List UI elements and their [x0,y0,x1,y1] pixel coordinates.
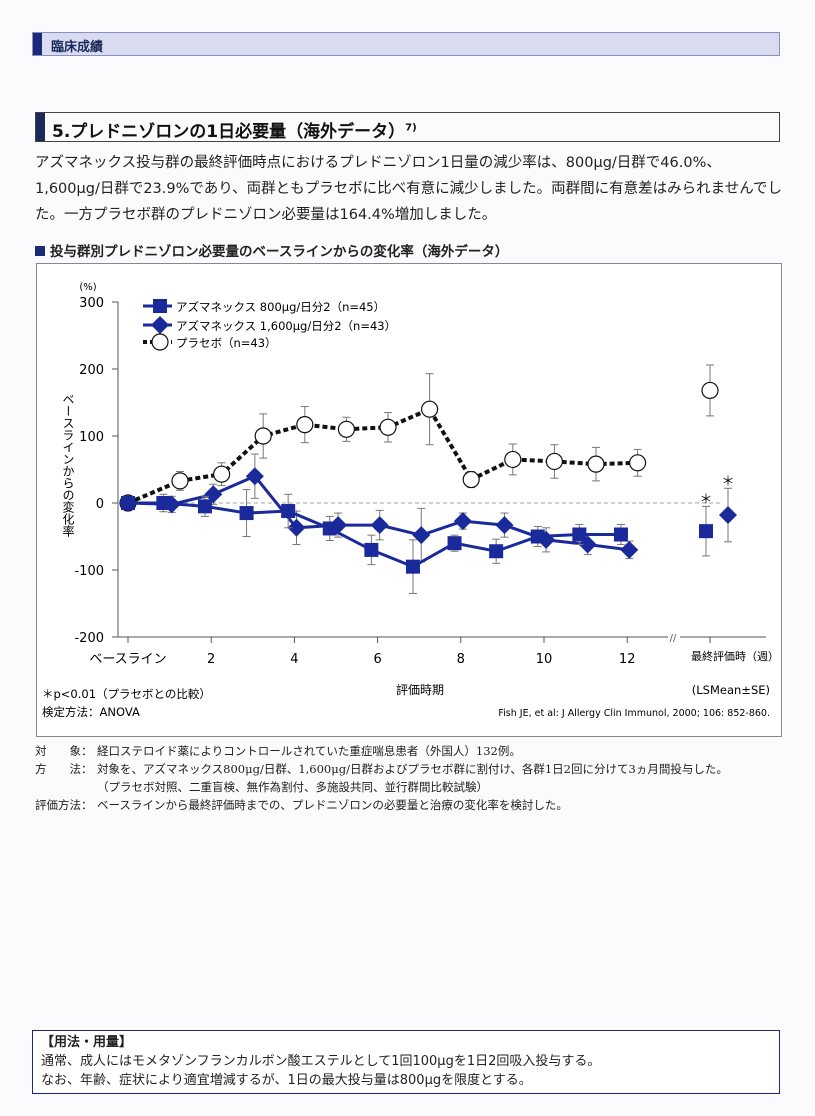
data-point [489,544,504,559]
data-point [412,526,431,545]
y-tick-label: 100 [79,430,104,445]
data-point [197,499,212,514]
axis-break-icon: // [670,633,677,644]
y-axis-label: ベースラインからの変化率 [61,393,75,537]
data-point [287,518,306,537]
y-tick-label: 200 [79,363,104,378]
final-data-point [719,506,737,525]
data-point [613,527,628,542]
data-point [364,542,379,557]
y-tick-label: 0 [96,497,104,512]
square-bullet-icon [35,246,45,256]
note-key: 対 象： [35,744,93,758]
category-header: 臨床成績 [32,32,780,56]
y-tick-label: -200 [74,631,104,646]
x-tick-label: 10 [536,652,553,667]
x-axis-label: 評価時期 [396,682,444,697]
data-point [204,485,223,504]
study-notes: 対 象： 経口ステロイド薬によりコントロールされていた重症喘息患者（外国人）132… [35,742,728,814]
legend-marker [151,316,169,334]
data-point [370,516,389,535]
data-point [245,467,264,486]
data-point [628,454,647,472]
data-point [421,400,439,418]
note-row: 方 法： 対象を、アズマネックス800μg/日群、1,600μg/日群およびプラセ… [35,760,728,778]
data-point [504,450,522,469]
data-point [620,540,639,559]
stat-note: (LSMean±SE) [692,683,770,697]
data-point [322,521,337,536]
header-accent [33,33,42,55]
data-point [587,455,605,473]
data-point [337,420,355,438]
chart-title-text: 投与群別プレドニゾロン必要量のベースラインからの変化率（海外データ） [50,244,509,260]
note-row: 対 象： 経口ステロイド薬によりコントロールされていた重症喘息患者（外国人）132… [35,742,728,760]
note-row: 評価方法： ベースラインから最終評価時までの、プレドニゾロンの必要量と治療の変化率… [35,796,728,814]
footnote: ＊p<0.01（プラセボとの比較） [42,687,211,701]
note-value: 経口ステロイド薬によりコントロールされていた重症喘息患者（外国人）132例。 [97,744,521,758]
data-point [545,452,564,471]
data-point [213,465,231,483]
section-title-text: 5.プレドニゾロンの1日必要量（海外データ） [52,122,406,142]
source-citation: Fish JE, et al: J Allergy Clin Immunol, … [498,708,770,719]
dosage-line: なお、年齢、症状により適宜増減するが、1日の最大投与量は800μgを限度とする。 [41,1073,532,1088]
data-point [281,504,296,519]
note-value: （プラセボ対照、二重盲検、無作為割付、多施設共同、並行群間比較試験） [97,780,488,794]
data-point [462,470,480,489]
chart: // 300 200 100 0 -100 -200 ベースライン 2 4 6 8 10 12 プラセボ（… [42,282,779,719]
legend-label: アズマネックス 1,600μg/日分2（n=43） [176,319,396,333]
data-point [453,512,472,531]
x-tick-label: 12 [619,652,636,667]
note-value: 対象を、アズマネックス800μg/日群、1,600μg/日群およびプラセボ群に割… [97,762,728,776]
final-data-point [701,381,719,400]
axes: // 300 200 100 0 -100 -200 ベースライン 2 4 6 8 10 12 [74,296,766,667]
y-unit: (%) [79,282,96,293]
section-accent [36,113,45,141]
legend-label: アズマネックス 800μg/日分2（n=45） [176,300,385,314]
x-tick-label: 6 [373,652,381,667]
data-point [405,559,420,574]
note-value: ベースラインから最終評価時までの、プレドニゾロンの必要量と治療の変化率を検討した… [97,798,568,812]
test-method: 検定方法：ANOVA [42,705,140,719]
data-point [495,516,514,535]
data-point [254,427,272,445]
dosage-line: 通常、成人にはモメタゾンフランカルボン酸エステルとして1回100μgを1日2回吸… [41,1054,601,1069]
significance-marker: ＊ [721,474,734,489]
data-point [296,416,314,434]
x-tick-label: 2 [207,652,215,667]
x-tick-label: 8 [457,652,465,667]
data-point [156,496,171,510]
x-tick-label: ベースライン [89,652,166,667]
data-point [121,496,135,510]
legend-marker [151,333,169,351]
final-data-point [699,524,713,539]
dosage-title: 【用法・用量】 [41,1035,133,1050]
data-point [447,536,462,551]
x-tick-label: 4 [290,652,298,667]
section-title: 5.プレドニゾロンの1日必要量（海外データ）7) [52,117,417,142]
data-point [572,527,587,542]
dosage-box: 【用法・用量】 通常、成人にはモメタゾンフランカルボン酸エステルとして1回100… [32,1030,780,1094]
legend-marker [153,299,167,313]
note-key: 評価方法： [35,798,93,812]
chart-title: 投与群別プレドニゾロン必要量のベースラインからの変化率（海外データ） [35,240,508,260]
section-ref: 7) [405,122,417,134]
final-label: 最終評価時（週） [691,649,779,663]
significance-marker: ＊ [699,492,712,507]
data-point [379,418,397,436]
y-tick-label: 300 [79,296,104,311]
section-header: 5.プレドニゾロンの1日必要量（海外データ）7) [35,112,780,142]
legend-label: プラセボ（n=43） [176,336,277,350]
note-key [35,778,97,796]
y-tick-label: -100 [74,564,104,579]
data-point [239,506,254,521]
note-row: （プラセボ対照、二重盲検、無作為割付、多施設共同、並行群間比較試験） [35,778,728,796]
summary-paragraph: アズマネックス投与群の最終評価時点におけるプレドニゾロン1日量の減少率は、800… [35,155,782,223]
data-point [171,472,189,490]
category-title: 臨床成績 [51,40,104,55]
note-key: 方 法： [35,762,93,776]
chart-marks: プラセボ（n=43） ＊ アズマネックス 1,600μg/日分2（n=43） ＊ アズマ… [119,299,737,594]
data-point [530,529,545,544]
